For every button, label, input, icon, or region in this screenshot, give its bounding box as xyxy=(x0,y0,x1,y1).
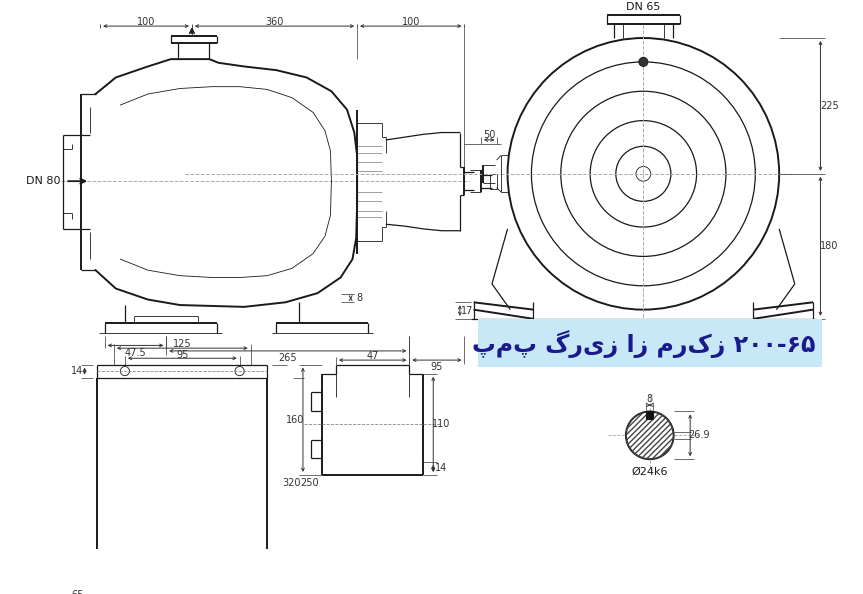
Text: 17: 17 xyxy=(461,305,474,315)
Text: 50: 50 xyxy=(483,130,495,140)
Text: 8: 8 xyxy=(356,293,363,303)
Text: 250: 250 xyxy=(300,478,318,488)
Text: 14: 14 xyxy=(71,366,84,376)
Text: 110: 110 xyxy=(432,419,450,429)
Text: 65: 65 xyxy=(71,590,84,594)
Text: 265: 265 xyxy=(279,353,297,364)
Text: 95: 95 xyxy=(431,362,443,372)
Text: 47: 47 xyxy=(367,350,379,361)
Text: 14: 14 xyxy=(435,463,448,473)
Text: 47.5: 47.5 xyxy=(124,347,147,358)
Text: 8: 8 xyxy=(646,394,652,404)
Text: 360: 360 xyxy=(265,17,284,27)
FancyBboxPatch shape xyxy=(478,319,822,366)
Text: DN 80: DN 80 xyxy=(26,176,60,186)
Text: 100: 100 xyxy=(137,17,155,27)
Text: 160: 160 xyxy=(286,415,304,425)
Text: 125: 125 xyxy=(173,340,192,349)
Text: 95: 95 xyxy=(176,350,188,359)
Text: 180: 180 xyxy=(821,241,839,251)
Circle shape xyxy=(626,412,674,459)
Text: DN 65: DN 65 xyxy=(627,2,660,12)
Text: Ø24k6: Ø24k6 xyxy=(632,467,668,477)
Text: 26.9: 26.9 xyxy=(689,430,710,440)
Circle shape xyxy=(639,57,648,67)
Text: 100: 100 xyxy=(401,17,420,27)
Text: پمپ گریز از مرکز ۲۰۰-۶۵: پمپ گریز از مرکز ۲۰۰-۶۵ xyxy=(472,330,816,358)
Text: 320: 320 xyxy=(283,478,301,488)
Text: 225: 225 xyxy=(820,101,839,111)
Bar xyxy=(646,412,653,419)
